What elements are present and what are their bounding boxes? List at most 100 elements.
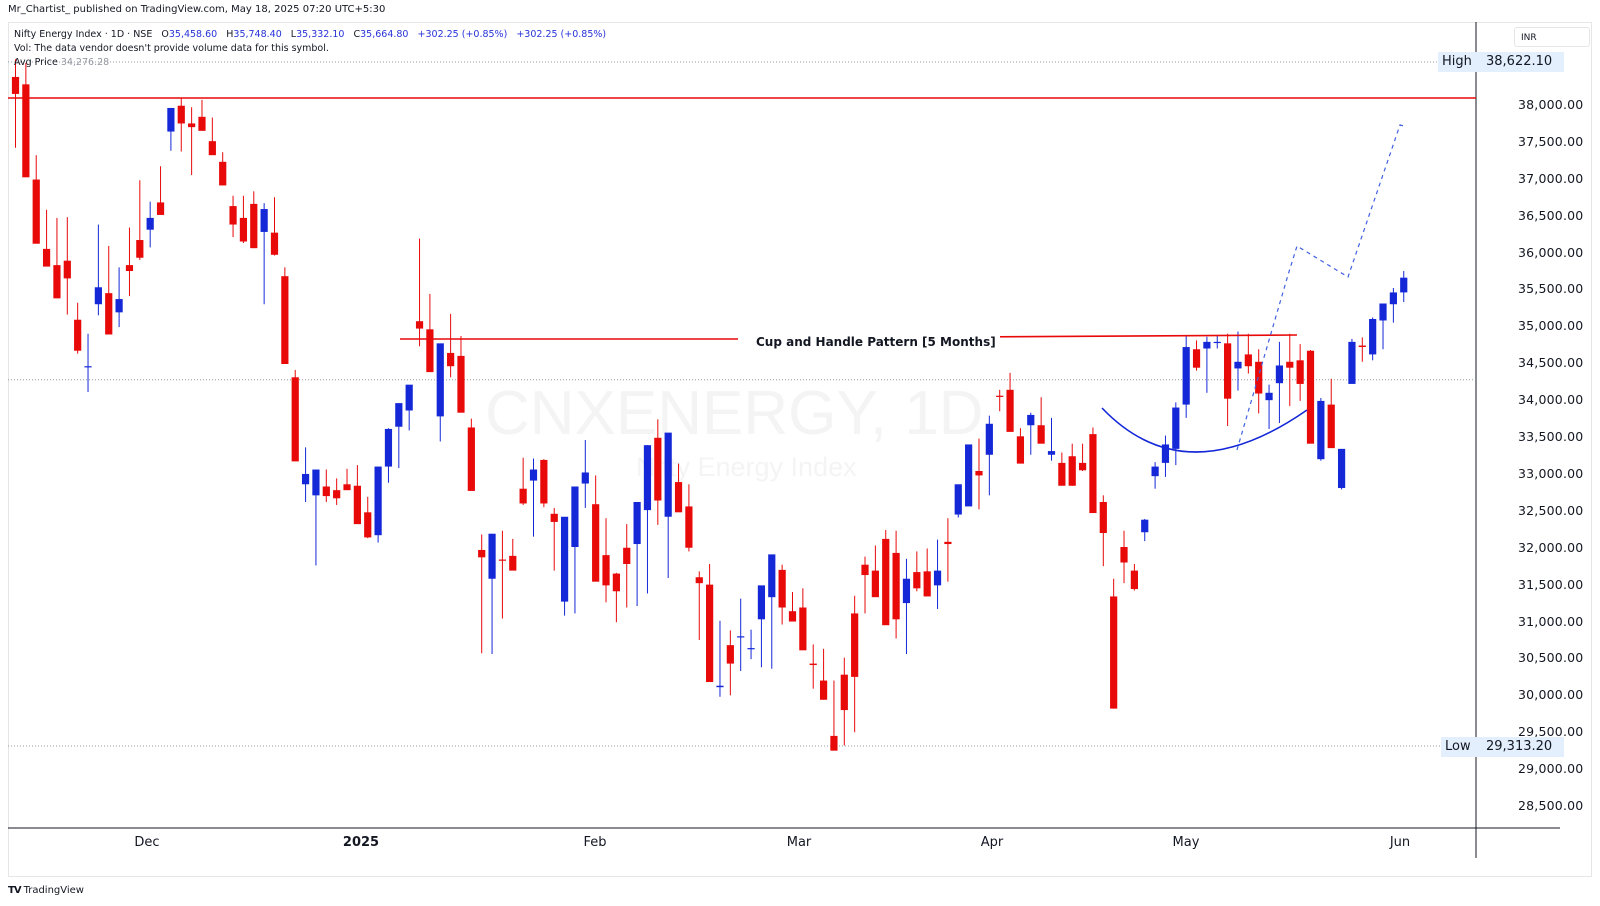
candle-body [1172, 407, 1180, 449]
candle-body [737, 636, 745, 638]
currency-label[interactable]: INR [1514, 27, 1590, 47]
avg-price-label: Avg Price [14, 57, 58, 68]
price-tick: 32,000.00 [1518, 539, 1584, 555]
candle-body [94, 287, 102, 305]
candle-body [1317, 400, 1325, 460]
candle-body [32, 179, 40, 244]
cup-handle-annotation[interactable]: Cup and Handle Pattern [5 Months] [752, 335, 1000, 349]
price-tick: 28,500.00 [1518, 798, 1584, 813]
price-tick: 33,500.00 [1518, 429, 1584, 445]
candle-body [374, 466, 382, 536]
price-tick: 36,500.00 [1518, 207, 1584, 223]
candle-body [219, 161, 227, 186]
candle-body [944, 541, 952, 545]
candle-body [1089, 434, 1097, 514]
candle-body [1099, 501, 1107, 533]
candle-body [436, 343, 444, 417]
price-tick: 29,500.00 [1518, 724, 1584, 740]
candle-body [11, 76, 20, 94]
candle-body [239, 217, 248, 242]
tv-logo-icon: TV [8, 885, 22, 896]
candle-body [115, 299, 123, 313]
candle-body [343, 484, 351, 491]
candle-body [84, 366, 92, 368]
candle-body [260, 209, 268, 232]
candle-body [623, 547, 631, 564]
candle-body [1286, 361, 1294, 368]
candle-body [706, 584, 714, 683]
open-value: 35,458.60 [168, 29, 218, 40]
candle-body [1369, 318, 1377, 355]
chart-frame [8, 22, 1592, 877]
candle-body [395, 403, 403, 427]
candle-body [1006, 389, 1014, 432]
candle-body [1037, 425, 1045, 444]
price-tick: 31,000.00 [1518, 613, 1584, 629]
candle-body [1078, 462, 1087, 471]
candle-body [882, 538, 890, 626]
candle-body [74, 319, 82, 351]
candle-body [281, 276, 289, 365]
candle-body [447, 352, 455, 367]
candle-body [1016, 436, 1025, 464]
candle-body [1058, 462, 1066, 486]
price-tick: 33,000.00 [1518, 465, 1584, 481]
candle-body [198, 116, 206, 131]
ohlc-row: Nifty Energy Index · 1D · NSE O35,458.60… [14, 29, 607, 40]
candle-body [250, 203, 258, 249]
publisher-credit: Mr_Chartist_ published on TradingView.co… [8, 4, 386, 15]
candle-body [654, 437, 662, 501]
candle-body [788, 611, 797, 622]
price-tick: 29,000.00 [1518, 761, 1584, 777]
candle-body [871, 570, 879, 598]
candle-body [1192, 349, 1201, 368]
candle-body [975, 470, 983, 476]
candle-body [301, 473, 310, 485]
candle-body [768, 554, 776, 598]
tradingview-logo[interactable]: TV TradingView [8, 885, 84, 896]
candle-body [560, 516, 569, 602]
symbol-title[interactable]: Nifty Energy Index · 1D · NSE [14, 29, 153, 40]
candle-body [457, 355, 465, 413]
candle-body [809, 663, 817, 666]
avg-price-value: 34,276.28 [60, 57, 110, 68]
candle-body [384, 428, 393, 467]
candle-body [22, 84, 30, 178]
candle-body [633, 501, 641, 545]
price-tick: 30,000.00 [1518, 687, 1584, 703]
candle-body [602, 555, 610, 586]
candle-body [42, 248, 51, 267]
candle-body [146, 217, 154, 230]
candle-body [488, 533, 496, 579]
candle-body [312, 469, 320, 496]
candle-body [105, 293, 113, 335]
candle-body [685, 506, 693, 548]
time-tick: Apr [980, 835, 1004, 850]
price-tick: 37,000.00 [1518, 170, 1584, 186]
change-value: +302.25 (+0.85%) [417, 29, 508, 40]
high-label: High [1438, 52, 1478, 72]
candle-body [1047, 451, 1056, 455]
candle-body [716, 685, 724, 688]
candle-body [498, 559, 507, 561]
candle-body [1224, 343, 1232, 399]
low-label: Low [1441, 737, 1478, 757]
price-tick: 30,500.00 [1518, 650, 1584, 666]
chart-legend: Nifty Energy Index · 1D · NSE O35,458.60… [14, 28, 606, 70]
candle-body [643, 445, 652, 511]
candle-body [415, 321, 424, 329]
candle-body [592, 504, 600, 582]
candle-body [550, 513, 558, 522]
time-tick: Dec [134, 835, 160, 850]
candle-body [664, 432, 672, 517]
candle-body [136, 240, 144, 258]
cup-arc [1101, 407, 1308, 453]
candle-body [1027, 414, 1035, 426]
candle-body [996, 395, 1004, 397]
candle-body [291, 377, 299, 462]
candle-body [478, 549, 486, 558]
candle-body [861, 564, 869, 576]
time-tick: Mar [786, 835, 812, 850]
candle-body [364, 512, 372, 538]
